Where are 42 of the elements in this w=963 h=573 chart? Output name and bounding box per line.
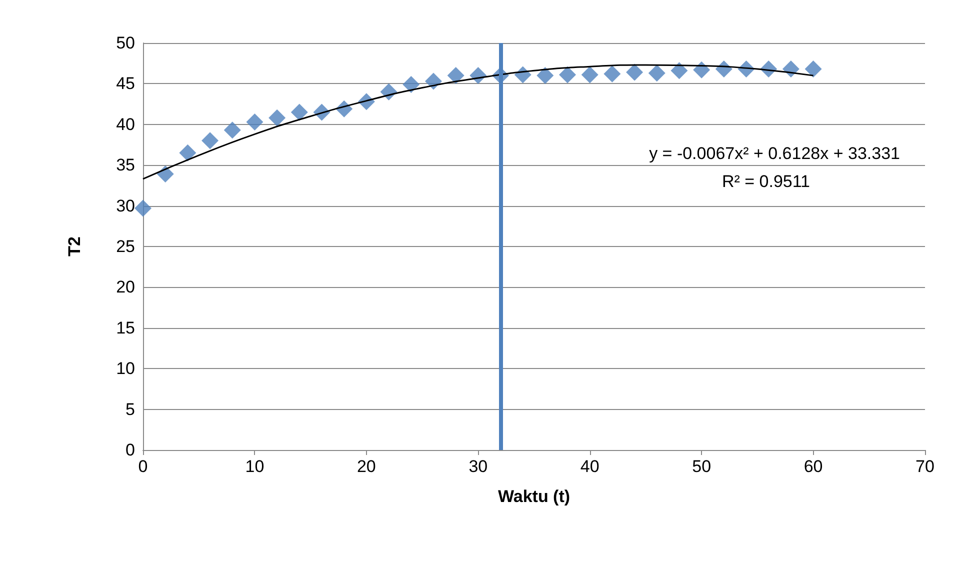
y-tick-label: 10	[116, 359, 135, 378]
x-tick-label: 30	[468, 457, 488, 476]
y-tick-label: 40	[116, 114, 135, 134]
point	[804, 60, 822, 78]
x-tick-label: 10	[245, 457, 264, 476]
point	[604, 65, 621, 82]
point	[290, 104, 308, 121]
y-axis-title: T2	[65, 236, 84, 256]
annotation: y = -0.0067x² + 0.6128x + 33.331	[649, 144, 900, 163]
y-tick-label: 30	[116, 196, 135, 216]
point	[402, 76, 420, 94]
point	[179, 144, 196, 162]
x-axis-title: Waktu (t)	[498, 487, 570, 506]
point	[581, 66, 598, 84]
point	[693, 61, 710, 78]
y-tick-label: 45	[116, 74, 135, 94]
point	[559, 66, 576, 84]
x-tick-label: 50	[692, 457, 712, 476]
point	[246, 113, 264, 130]
point	[268, 109, 286, 126]
annotation: R² = 0.9511	[722, 172, 810, 191]
point	[447, 67, 464, 84]
point	[648, 64, 666, 82]
y-tick-label: 35	[116, 156, 135, 175]
y-tick-label: 50	[116, 34, 135, 52]
point	[134, 200, 152, 217]
x-tick-label: 40	[580, 457, 600, 476]
y-tick-label: 15	[116, 318, 135, 338]
x-tick-label: 20	[356, 457, 376, 476]
point	[626, 64, 644, 81]
y-tick-label: 25	[116, 237, 135, 256]
point	[424, 72, 442, 90]
x-tick-label: 0	[138, 457, 148, 476]
y-tick-label: 5	[126, 400, 135, 419]
point	[202, 132, 219, 150]
x-tick-label: 60	[804, 457, 823, 476]
point	[536, 67, 554, 84]
point	[224, 122, 241, 139]
x-tick-label: 70	[916, 457, 934, 476]
y-tick-label: 20	[116, 278, 135, 297]
y-tick-label: 0	[126, 440, 135, 460]
point	[670, 62, 688, 80]
